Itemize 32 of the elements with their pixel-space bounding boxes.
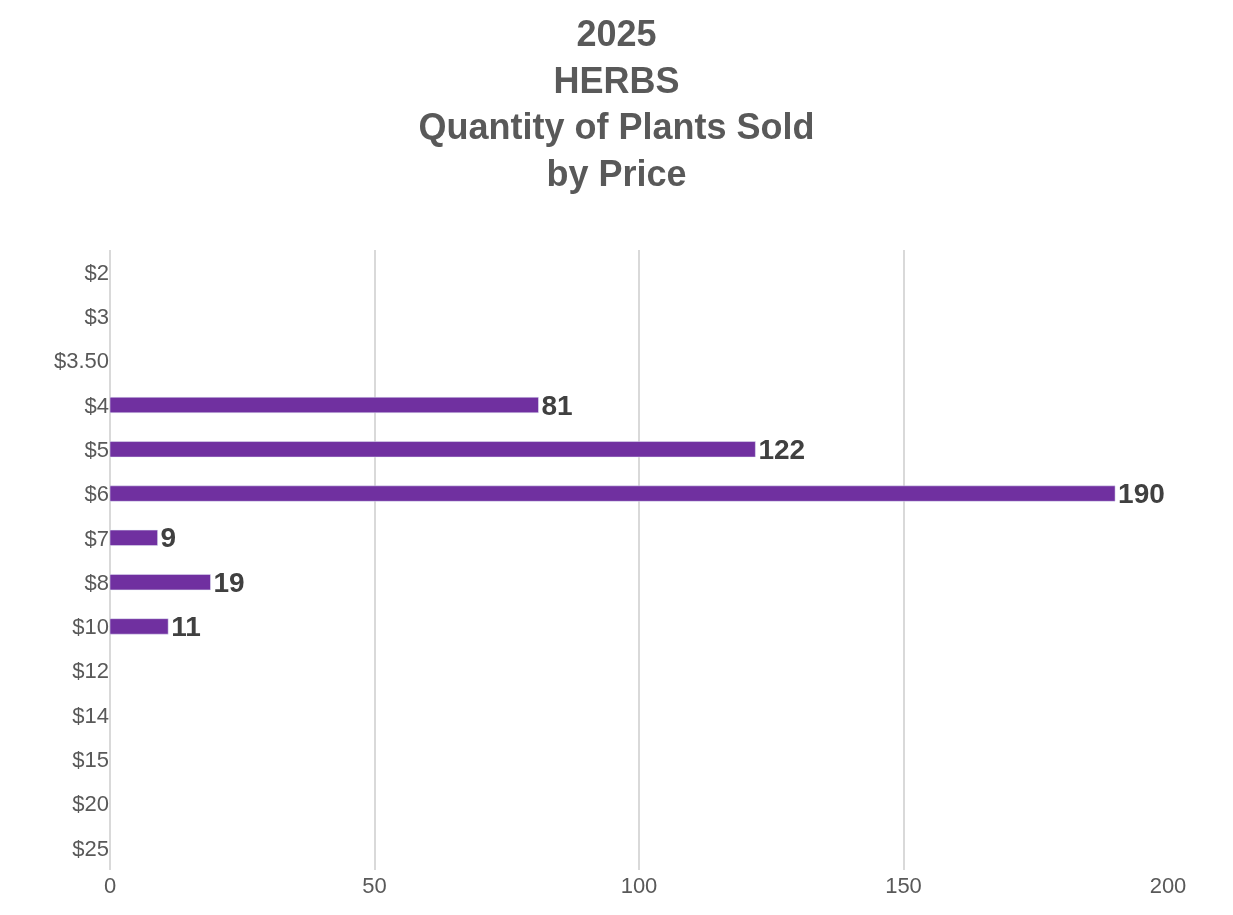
data-label: 19 bbox=[213, 566, 245, 598]
x-tick-label: 0 bbox=[103, 873, 117, 898]
y-tick-label: $4 bbox=[84, 392, 109, 418]
y-tick-label: $7 bbox=[84, 525, 109, 551]
y-tick-label: $3 bbox=[84, 304, 109, 330]
data-label: 122 bbox=[758, 433, 806, 465]
y-tick-label: $15 bbox=[72, 746, 109, 772]
y-tick-label: $25 bbox=[72, 835, 109, 861]
data-label: 190 bbox=[1118, 478, 1165, 510]
y-tick-label: $5 bbox=[84, 436, 109, 462]
x-tick-label: 200 bbox=[1149, 873, 1187, 898]
bar bbox=[110, 574, 211, 591]
bar bbox=[110, 485, 1116, 502]
chart-title: 2025 HERBS Quantity of Plants Sold by Price bbox=[418, 12, 815, 195]
y-tick-label: $2 bbox=[84, 259, 109, 285]
y-tick-label: $6 bbox=[84, 481, 109, 507]
y-tick-label: $14 bbox=[72, 702, 109, 728]
bar bbox=[110, 529, 158, 546]
data-label: 11 bbox=[171, 610, 201, 642]
data-label: 9 bbox=[160, 522, 177, 554]
x-tick-label: 50 bbox=[362, 873, 387, 898]
y-tick-label: $20 bbox=[72, 791, 109, 817]
bar bbox=[110, 397, 539, 413]
x-tick-label: 150 bbox=[885, 873, 922, 898]
x-tick-label: 100 bbox=[620, 873, 658, 898]
bar bbox=[110, 618, 169, 635]
y-tick-label: $3.50 bbox=[53, 348, 109, 374]
bar bbox=[110, 441, 756, 458]
y-tick-label: $12 bbox=[72, 658, 109, 684]
data-label: 81 bbox=[541, 389, 573, 421]
y-tick-label: $10 bbox=[72, 614, 109, 640]
y-tick-label: $8 bbox=[84, 569, 109, 595]
